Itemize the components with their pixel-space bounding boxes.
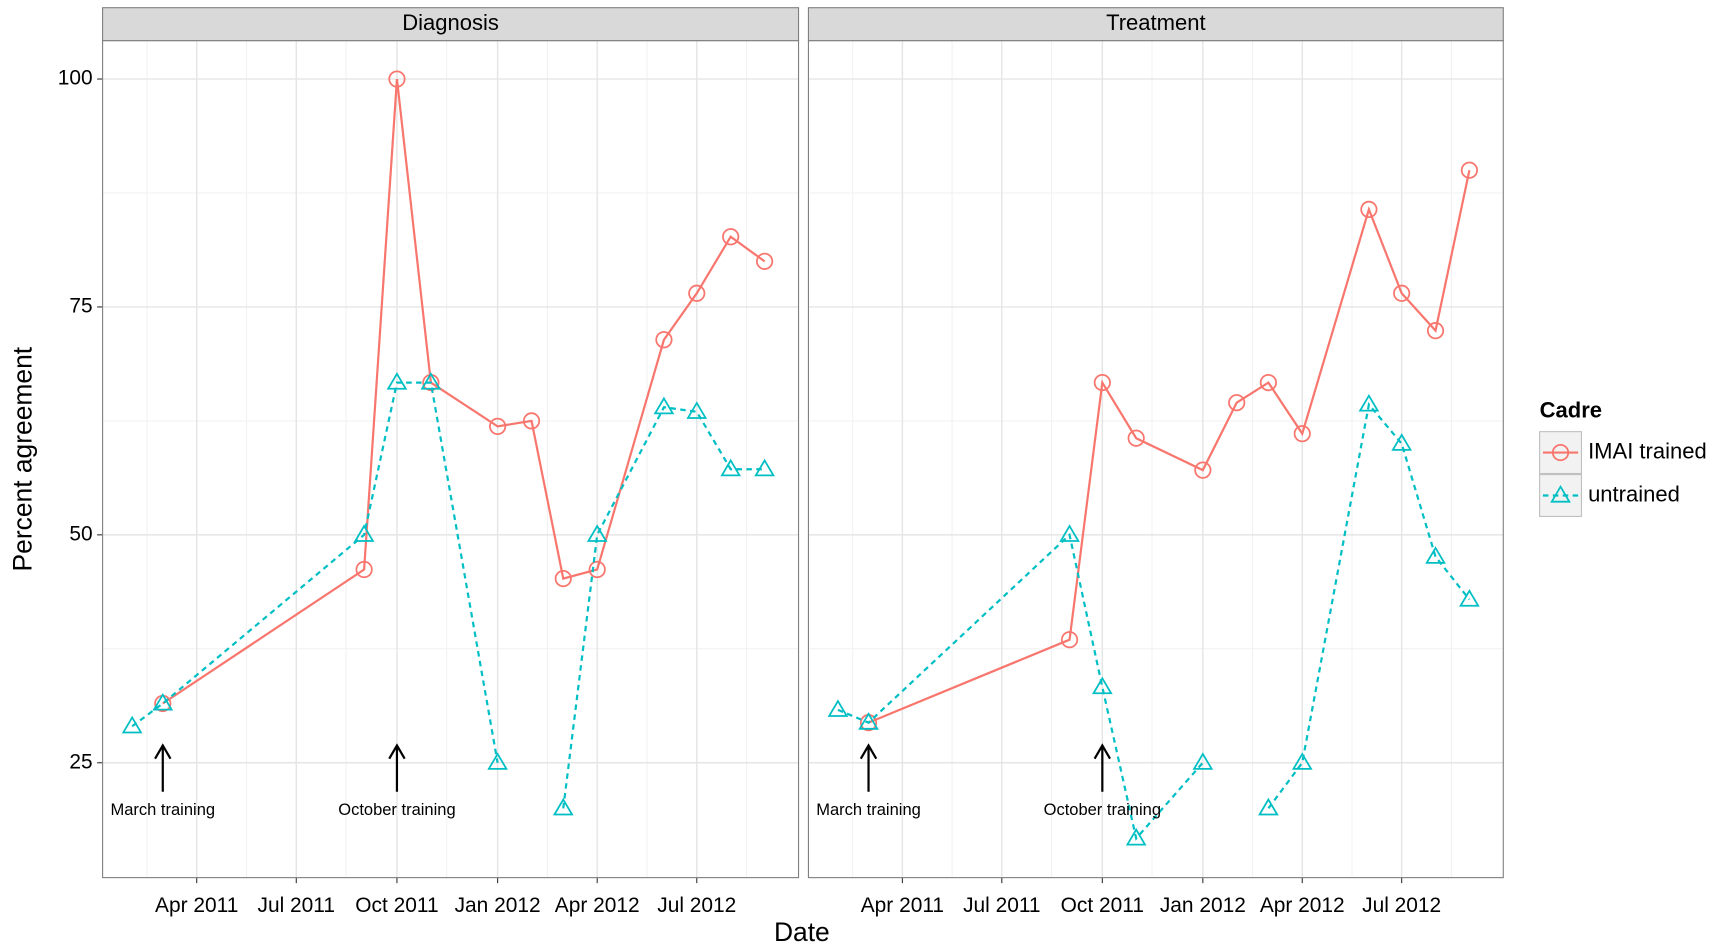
point (1259, 374, 1277, 392)
facet-strip (807, 7, 1504, 42)
point (152, 692, 174, 711)
panel (102, 40, 799, 878)
point (1391, 433, 1413, 451)
point (1358, 393, 1380, 412)
point (1093, 374, 1111, 392)
point (1425, 546, 1446, 564)
point (1426, 322, 1445, 340)
point (121, 715, 143, 734)
point (722, 228, 740, 246)
y-tick-label: 50 (69, 522, 92, 545)
annotation-text: March training (111, 801, 216, 819)
series-line (837, 401, 1471, 841)
point (756, 252, 774, 270)
point (386, 372, 408, 390)
panel-border (807, 40, 1504, 879)
facet-title: Diagnosis (402, 10, 499, 35)
point (388, 70, 406, 88)
annotation-text: March training (816, 801, 921, 819)
point (554, 570, 572, 588)
legend-title: Cadre (1540, 398, 1602, 423)
point (754, 458, 775, 477)
x-tick-label: Apr 2011 (861, 894, 944, 917)
x-tick-label: Jul 2012 (657, 894, 736, 917)
annotation-text: October training (1044, 801, 1161, 819)
x-tick-label: Apr 2012 (1260, 894, 1345, 917)
annotation-arrow (859, 743, 878, 792)
point (653, 396, 675, 415)
point (1460, 161, 1478, 179)
panel (808, 40, 1504, 878)
annotation-arrow (1093, 743, 1111, 792)
point (1125, 827, 1147, 846)
point (688, 284, 706, 302)
x-tick-label: Jul 2011 (963, 894, 1041, 917)
point (1060, 631, 1079, 649)
y-tick-label: 100 (58, 67, 93, 90)
point (1059, 524, 1080, 542)
facet-strip (102, 7, 800, 42)
annotation-text: October training (338, 801, 455, 819)
series-line (162, 78, 766, 705)
point (353, 524, 375, 542)
legend-marker (1550, 484, 1571, 503)
series-line (131, 381, 765, 809)
x-tick-label: Jan 2012 (1160, 894, 1246, 917)
x-tick-label: Oct 2011 (355, 894, 438, 917)
point (489, 417, 507, 435)
legend-marker (1551, 443, 1570, 462)
point (1194, 461, 1212, 479)
y-tick-label: 75 (69, 294, 92, 317)
point (655, 331, 673, 349)
point (420, 372, 442, 390)
x-tick-label: Jan 2012 (455, 894, 541, 917)
y-tick-label: 25 (69, 750, 92, 773)
facet-title: Treatment (1106, 10, 1206, 35)
point (827, 699, 849, 717)
point (487, 752, 508, 770)
point (1459, 589, 1480, 607)
point (1293, 425, 1311, 443)
point (586, 524, 608, 542)
x-tick-label: Jul 2012 (1362, 894, 1441, 917)
point (522, 412, 541, 430)
x-tick-label: Apr 2011 (155, 894, 238, 917)
panel-border (102, 40, 800, 879)
x-tick-label: Oct 2011 (1061, 894, 1144, 917)
point (1360, 200, 1378, 218)
point (552, 797, 574, 816)
point (720, 458, 742, 477)
point (1091, 676, 1113, 695)
point (355, 560, 373, 579)
annotation-arrow (154, 743, 172, 792)
point (1291, 752, 1313, 770)
point (588, 560, 606, 579)
point (1258, 797, 1279, 816)
x-axis-label: Date (774, 917, 830, 947)
point (1127, 429, 1145, 447)
point (1393, 284, 1411, 302)
point (1228, 394, 1246, 412)
legend-label: untrained (1588, 481, 1680, 506)
x-tick-label: Jul 2011 (258, 894, 336, 917)
point (686, 401, 708, 419)
y-axis-label: Percent agreement (7, 346, 37, 571)
point (1192, 752, 1214, 770)
point (858, 712, 879, 730)
annotation-arrow (388, 743, 406, 792)
x-tick-label: Apr 2012 (555, 894, 640, 917)
legend-label: IMAI trained (1588, 438, 1707, 463)
